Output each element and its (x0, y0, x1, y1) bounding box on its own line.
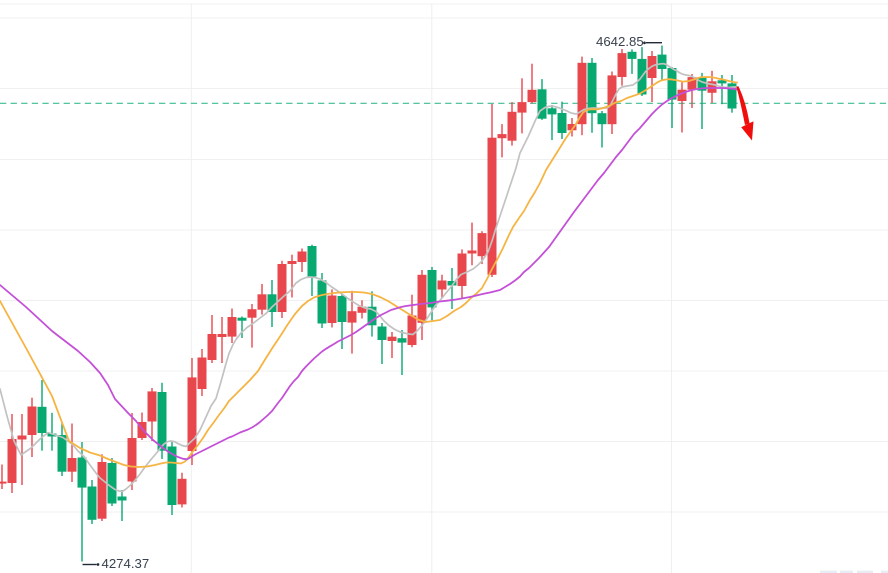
svg-text:4274.37: 4274.37 (102, 556, 150, 571)
svg-text:4642.85: 4642.85 (596, 34, 644, 49)
